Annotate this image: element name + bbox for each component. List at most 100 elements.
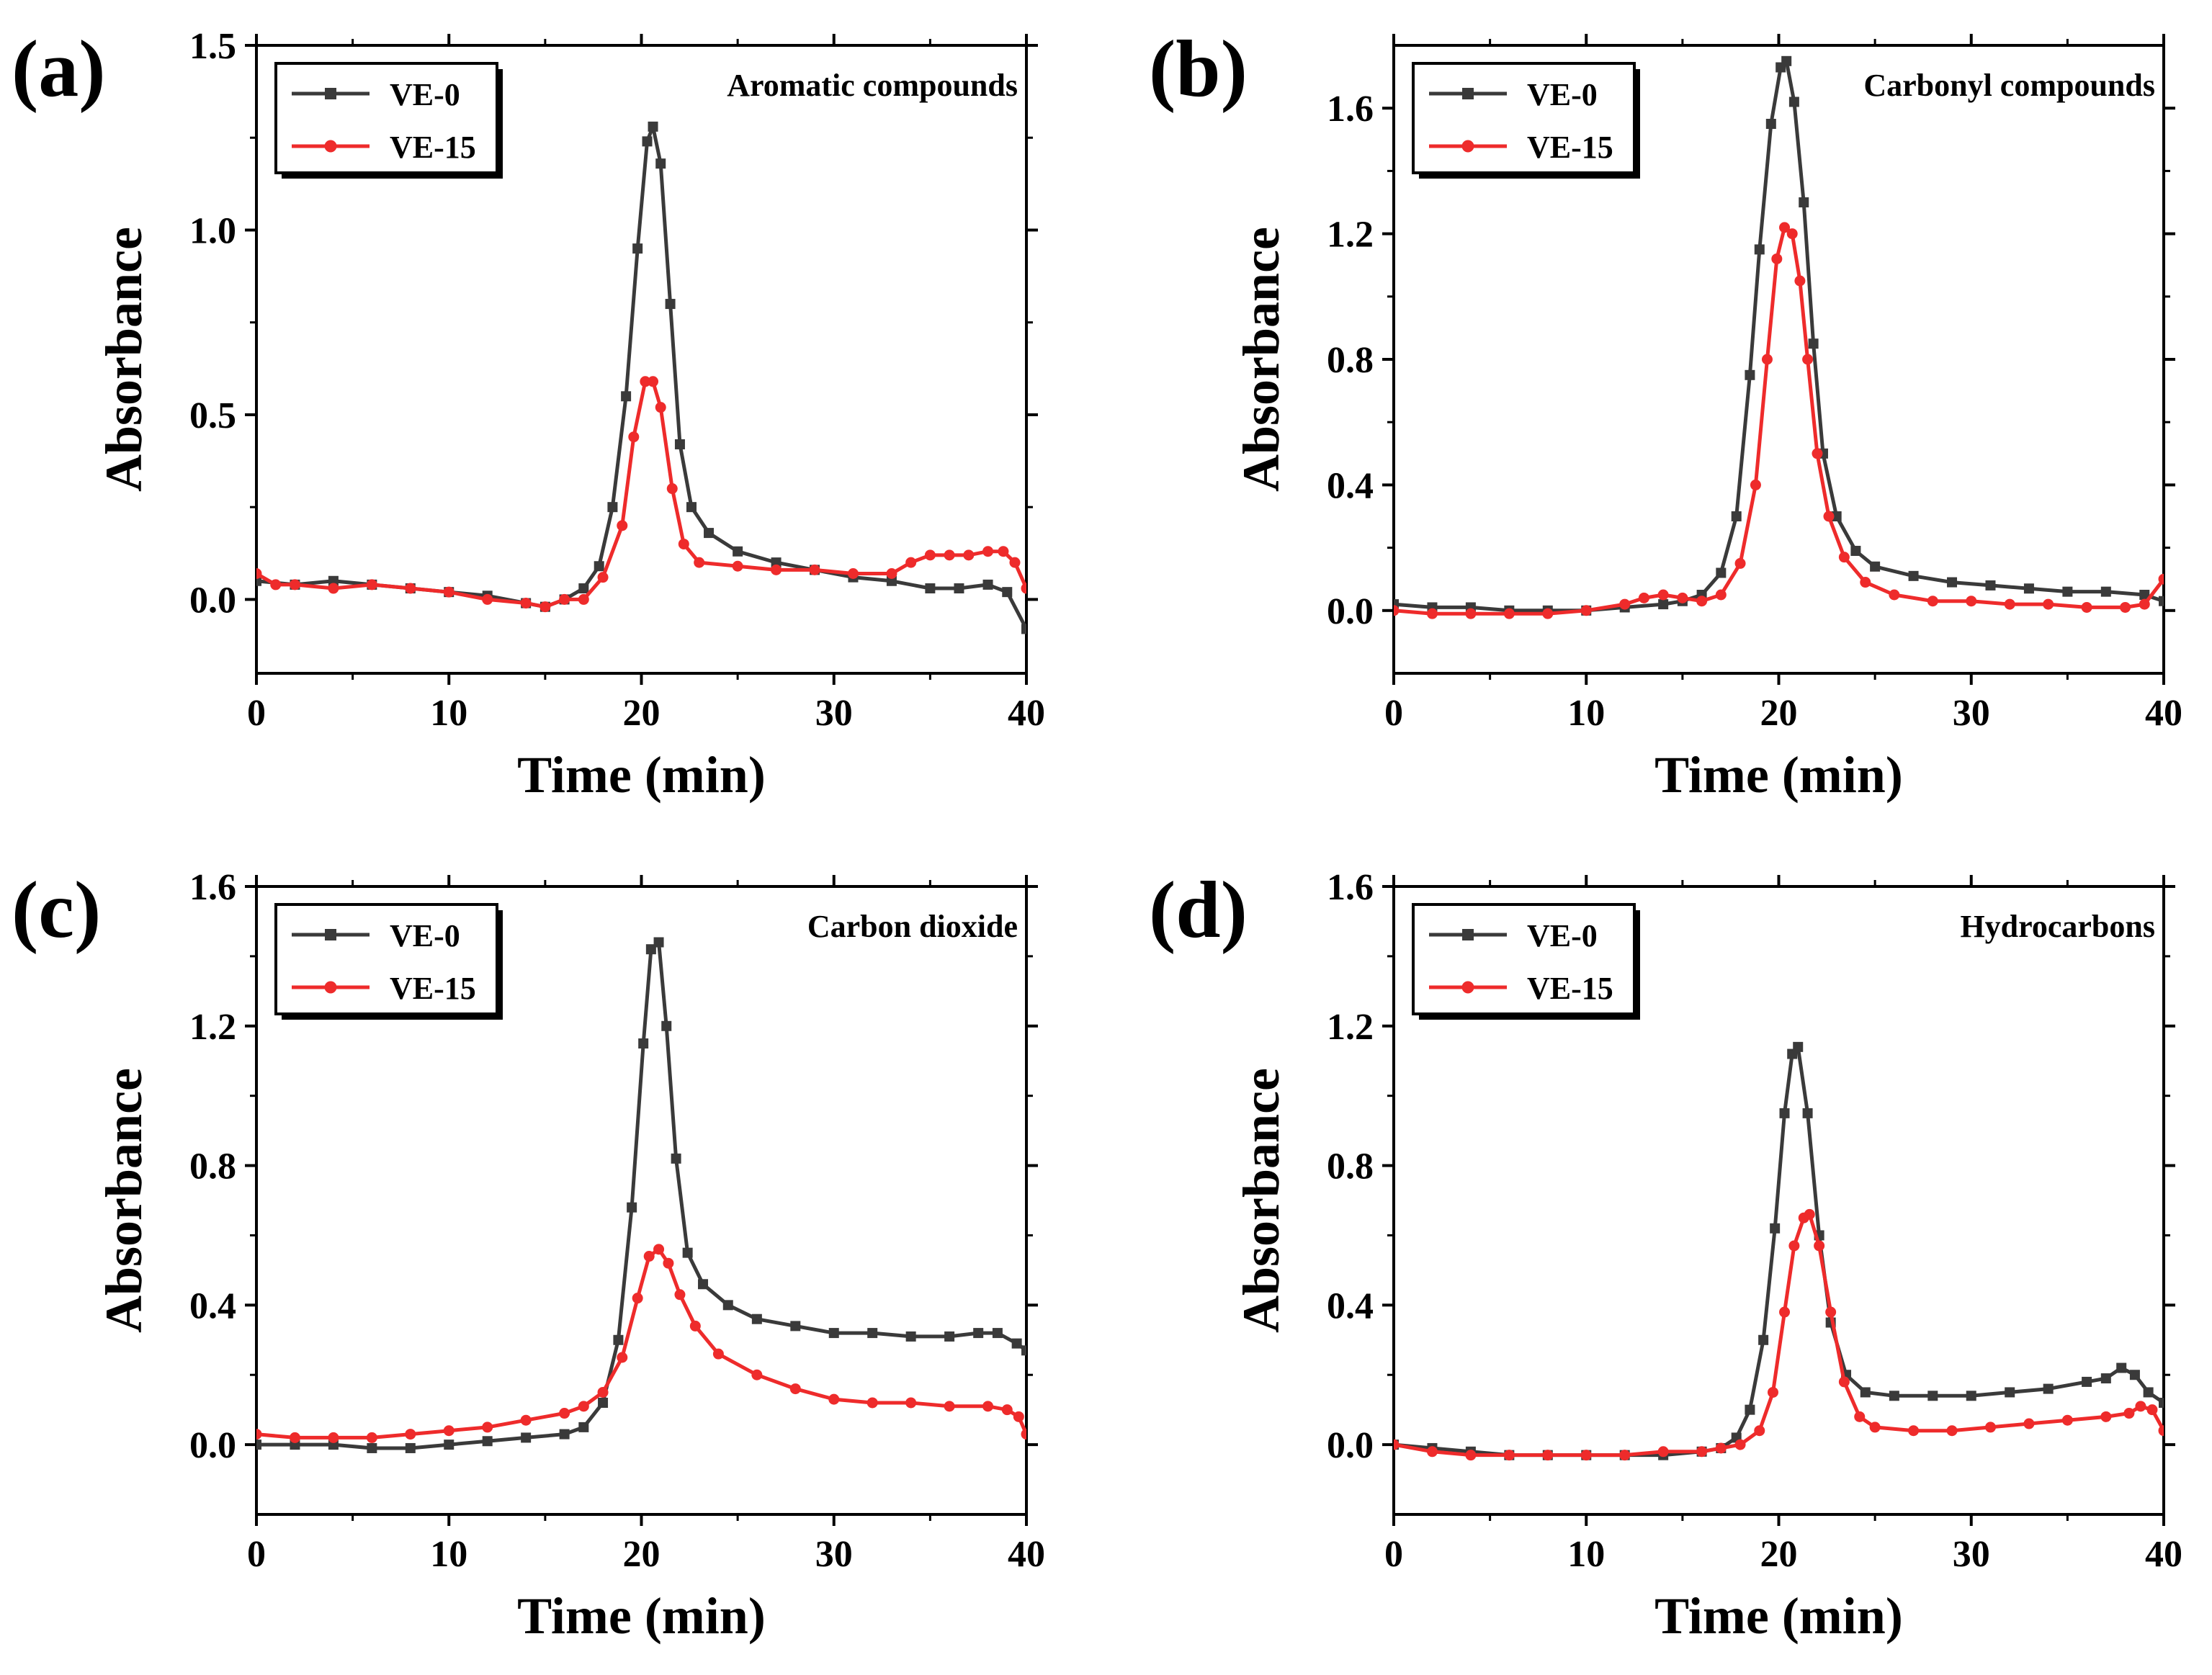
legend: VE-0 VE-15 (1412, 903, 1640, 1020)
data-point (790, 1321, 801, 1332)
data-point (1765, 119, 1776, 129)
data-point (328, 1432, 339, 1443)
data-point (256, 568, 262, 580)
data-point (771, 564, 782, 575)
y-tick-label: 1.2 (1327, 215, 1374, 256)
data-point (617, 520, 628, 531)
data-point (2159, 596, 2164, 606)
data-point (1825, 1306, 1837, 1318)
data-point (771, 557, 782, 568)
data-point (1754, 244, 1765, 255)
data-point (1013, 1411, 1024, 1422)
data-point (578, 1401, 589, 1412)
data-point (2004, 598, 2015, 610)
series-VE-0 (1394, 1041, 2164, 1460)
data-point (653, 937, 664, 948)
data-point (1503, 1450, 1515, 1461)
legend-label-VE-15: VE-15 (1527, 971, 1613, 1006)
data-point (627, 1202, 637, 1213)
data-point (443, 586, 455, 598)
data-point (733, 546, 743, 557)
data-point (712, 1348, 724, 1360)
data-point (1788, 96, 1799, 107)
legend-marker-VE-15 (324, 140, 337, 153)
data-point (1781, 55, 1792, 66)
data-point (2139, 598, 2150, 610)
data-point (2159, 1397, 2164, 1408)
data-point (256, 1440, 261, 1450)
chart-panel-d: 0 10 20 30 40 0.0 0.4 0.8 1.2 1.6 Time (min) Absorb… (1149, 866, 2182, 1645)
data-point (405, 1429, 416, 1440)
data-point (578, 583, 589, 594)
y-tick-label: 0.0 (189, 1425, 236, 1466)
x-tick-label: 0 (1384, 693, 1403, 734)
data-point (1754, 1425, 1765, 1437)
data-point (689, 1320, 701, 1332)
data-point (2120, 601, 2131, 613)
data-point (642, 136, 653, 147)
legend-label-VE-0: VE-0 (390, 77, 460, 112)
x-tick-label: 40 (2145, 693, 2182, 734)
data-point (1715, 1442, 1727, 1454)
data-point (1021, 1345, 1026, 1356)
data-point (2158, 1425, 2164, 1437)
data-point (1011, 1338, 1022, 1349)
data-point (732, 560, 743, 572)
data-point (578, 1422, 589, 1432)
data-point (2082, 1376, 2092, 1387)
data-point (924, 549, 936, 561)
data-point (751, 1369, 763, 1380)
data-point (694, 557, 705, 568)
panel-label: (a) (12, 24, 106, 114)
data-point (607, 502, 618, 513)
panel-label: (b) (1149, 24, 1248, 114)
data-point (443, 1425, 455, 1437)
data-point (789, 1383, 801, 1395)
legend-label-VE-0: VE-0 (390, 918, 460, 953)
data-point (1677, 592, 1688, 603)
data-point (2146, 1404, 2158, 1416)
y-tick-label: 0.4 (189, 1285, 236, 1326)
data-point (678, 538, 689, 549)
data-point (1860, 577, 1871, 588)
data-point (1838, 1376, 1850, 1388)
data-point (1750, 479, 1761, 490)
data-point (1779, 1306, 1791, 1318)
data-point (367, 1442, 377, 1453)
data-point (598, 1397, 609, 1408)
data-point (1426, 1446, 1438, 1458)
annotation-label: Carbonyl compounds (1863, 68, 2155, 103)
data-point (1580, 1450, 1592, 1461)
x-tick-label: 40 (1008, 1534, 1045, 1575)
series-line-VE-15 (1394, 1212, 2164, 1458)
data-point (366, 1432, 377, 1443)
data-point (1779, 1108, 1790, 1118)
y-tick-label: 0.0 (1327, 591, 1374, 632)
y-tick-label: 0.4 (1327, 1285, 1374, 1326)
data-point (2139, 590, 2150, 600)
legend-marker-VE-15 (1461, 140, 1474, 153)
data-point (482, 593, 493, 605)
data-point (1542, 608, 1554, 619)
data-point (809, 564, 820, 575)
data-point (944, 1331, 955, 1342)
data-point (722, 1300, 733, 1311)
y-tick-label: 0.5 (189, 395, 236, 436)
data-point (638, 1038, 649, 1048)
data-point (963, 549, 975, 561)
data-point (2043, 598, 2054, 610)
data-point (597, 1386, 609, 1398)
x-tick-label: 30 (815, 1534, 853, 1575)
y-tick-label: 0.4 (1327, 465, 1374, 506)
data-point (1465, 608, 1477, 619)
data-point (1767, 1386, 1778, 1398)
data-point (2061, 1414, 2073, 1426)
x-tick-label: 0 (1384, 1534, 1403, 1575)
data-point (1426, 608, 1438, 619)
data-point (698, 1279, 709, 1290)
data-point (1542, 1450, 1554, 1461)
data-point (1870, 561, 1881, 572)
data-point (886, 575, 897, 586)
data-point (973, 1328, 984, 1339)
y-tick-label: 0.0 (1327, 1425, 1374, 1466)
